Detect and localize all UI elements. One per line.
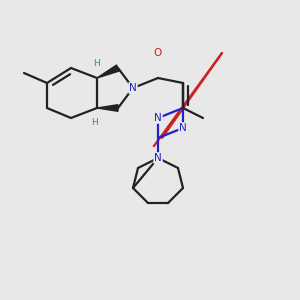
Text: H: H — [92, 118, 98, 127]
Text: H: H — [94, 58, 100, 68]
Polygon shape — [97, 65, 119, 78]
Text: N: N — [129, 83, 137, 93]
Text: N: N — [154, 153, 162, 163]
Text: O: O — [154, 48, 162, 58]
Polygon shape — [97, 105, 118, 111]
Text: N: N — [179, 123, 187, 133]
Text: N: N — [154, 113, 162, 123]
